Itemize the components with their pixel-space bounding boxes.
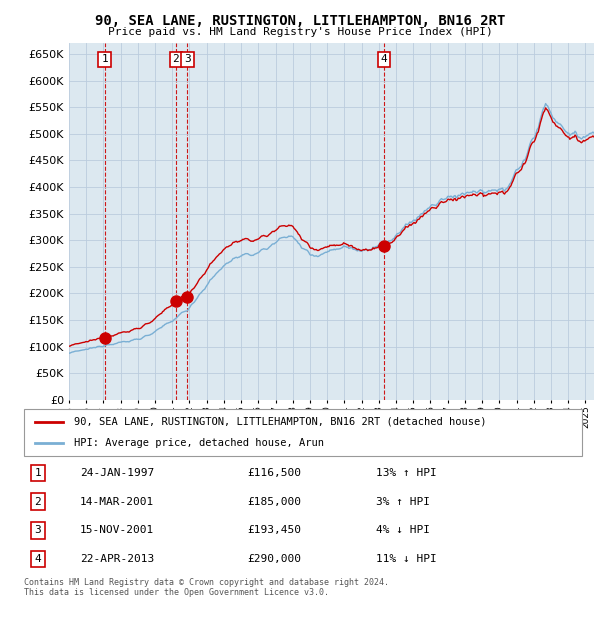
Text: £290,000: £290,000: [247, 554, 301, 564]
Text: 90, SEA LANE, RUSTINGTON, LITTLEHAMPTON, BN16 2RT (detached house): 90, SEA LANE, RUSTINGTON, LITTLEHAMPTON,…: [74, 417, 487, 427]
Text: 2: 2: [173, 55, 179, 64]
Text: £116,500: £116,500: [247, 468, 301, 478]
Text: 3% ↑ HPI: 3% ↑ HPI: [376, 497, 430, 507]
Text: 1: 1: [101, 55, 108, 64]
Text: 15-NOV-2001: 15-NOV-2001: [80, 526, 154, 536]
Text: 2: 2: [35, 497, 41, 507]
Text: 3: 3: [184, 55, 191, 64]
Text: HPI: Average price, detached house, Arun: HPI: Average price, detached house, Arun: [74, 438, 324, 448]
Text: 22-APR-2013: 22-APR-2013: [80, 554, 154, 564]
Text: 24-JAN-1997: 24-JAN-1997: [80, 468, 154, 478]
Text: 14-MAR-2001: 14-MAR-2001: [80, 497, 154, 507]
Text: 3: 3: [35, 526, 41, 536]
Text: Price paid vs. HM Land Registry's House Price Index (HPI): Price paid vs. HM Land Registry's House …: [107, 27, 493, 37]
Text: 4: 4: [35, 554, 41, 564]
Text: £185,000: £185,000: [247, 497, 301, 507]
Text: 13% ↑ HPI: 13% ↑ HPI: [376, 468, 436, 478]
Text: £193,450: £193,450: [247, 526, 301, 536]
Text: 4% ↓ HPI: 4% ↓ HPI: [376, 526, 430, 536]
Text: Contains HM Land Registry data © Crown copyright and database right 2024.
This d: Contains HM Land Registry data © Crown c…: [24, 578, 389, 597]
FancyBboxPatch shape: [24, 409, 582, 456]
Text: 90, SEA LANE, RUSTINGTON, LITTLEHAMPTON, BN16 2RT: 90, SEA LANE, RUSTINGTON, LITTLEHAMPTON,…: [95, 14, 505, 28]
Text: 1: 1: [35, 468, 41, 478]
Text: 4: 4: [381, 55, 388, 64]
Text: 11% ↓ HPI: 11% ↓ HPI: [376, 554, 436, 564]
